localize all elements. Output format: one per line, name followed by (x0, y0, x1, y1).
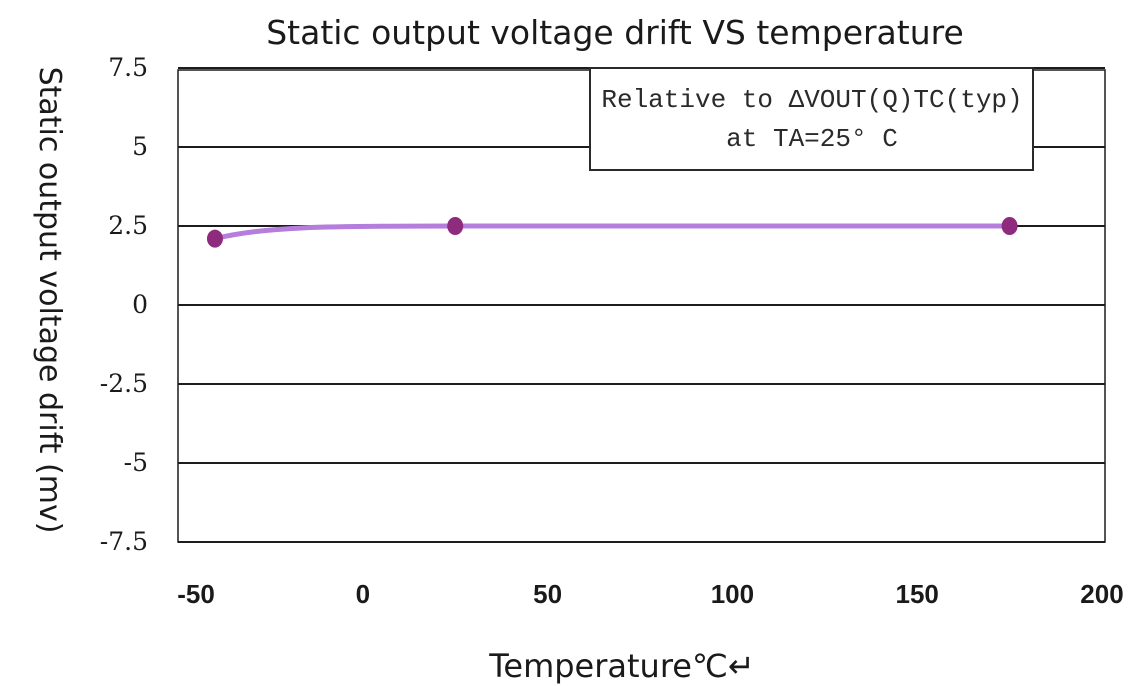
annotation-line-1: Relative to ΔVOUT(Q)TC(typ) (601, 85, 1022, 115)
data-point (206, 229, 223, 248)
chart-title: Static output voltage drift VS temperatu… (266, 13, 964, 52)
y-axis-label: Static output voltage drift (mv) (32, 67, 67, 534)
y-tick-label: -5 (124, 448, 148, 477)
annotation-line-2: at TA=25° C (726, 124, 898, 154)
y-tick-label: -7.5 (100, 527, 148, 556)
x-tick-label: -50 (177, 579, 215, 609)
y-tick-label: 2.5 (108, 211, 148, 240)
x-tick-label: 0 (356, 579, 370, 609)
y-tick-label: 5 (132, 132, 148, 161)
x-tick-label: 50 (533, 579, 562, 609)
x-tick-label: 100 (711, 579, 754, 609)
data-point (1001, 217, 1018, 235)
x-tick-label: 150 (896, 579, 939, 609)
annotation-box (589, 67, 1034, 171)
series-line (212, 223, 1013, 242)
y-tick-label: -2.5 (100, 369, 148, 398)
legend-annotation-box: Relative to ΔVOUT(Q)TC(typ) at TA=25° C (589, 67, 1034, 171)
y-tick-label: 0 (132, 290, 148, 319)
x-tick-label: 200 (1080, 579, 1123, 609)
x-tick-labels: -50 0 50 100 150 200 (177, 579, 1123, 609)
data-series (206, 217, 1018, 248)
y-tick-labels: 7.5 5 2.5 0 -2.5 -5 -7.5 (100, 53, 148, 556)
y-tick-label: 7.5 (108, 53, 148, 82)
x-axis-label: Temperature℃↵ (488, 647, 754, 685)
data-point (447, 217, 464, 235)
